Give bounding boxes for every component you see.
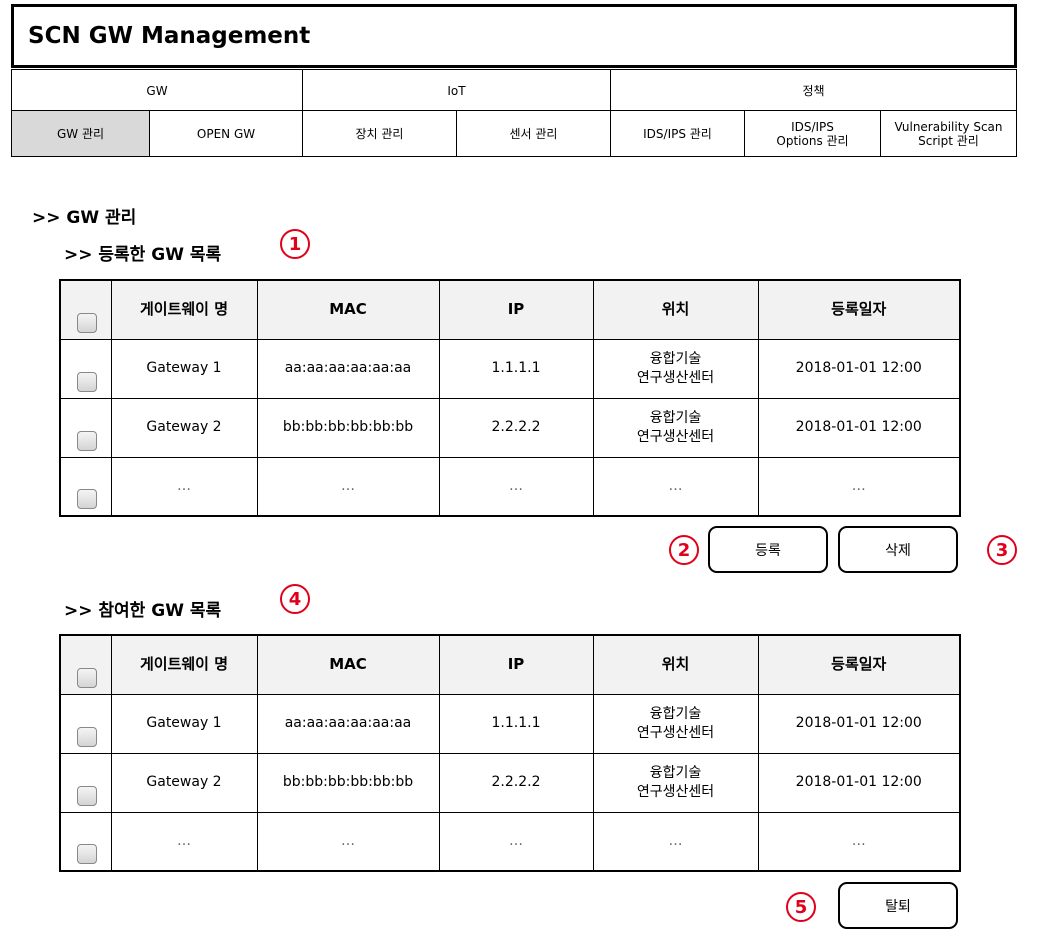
- cell-mac: aa:aa:aa:aa:aa:aa: [256, 693, 440, 754]
- nav-tab-policy[interactable]: 정책: [610, 69, 1017, 112]
- nav-tab-iot[interactable]: IoT: [302, 69, 611, 112]
- row-checkbox[interactable]: [77, 844, 97, 864]
- nav-sub-sensor-manage[interactable]: 센서 관리: [456, 110, 611, 157]
- cell-name: …: [110, 811, 258, 872]
- marker-2: 2: [669, 535, 699, 565]
- cell-name: Gateway 1: [110, 338, 258, 399]
- marker-3: 3: [987, 535, 1017, 565]
- column-header-location: 위치: [592, 634, 759, 695]
- column-header-name: 게이트웨이 명: [110, 279, 258, 340]
- cell-date: 2018-01-01 12:00: [757, 752, 961, 813]
- column-header-ip: IP: [438, 279, 594, 340]
- app-title: SCN GW Management: [11, 4, 1017, 68]
- cell-mac: …: [256, 456, 440, 517]
- nav-sub-device-manage[interactable]: 장치 관리: [302, 110, 457, 157]
- cell-ip: …: [438, 811, 594, 872]
- cell-location: 융합기술 연구생산센터: [592, 693, 759, 754]
- cell-location: 융합기술 연구생산센터: [592, 752, 759, 813]
- cell-mac: bb:bb:bb:bb:bb:bb: [256, 752, 440, 813]
- cell-date: …: [757, 811, 961, 872]
- nav-sub-ids-ips-manage[interactable]: IDS/IPS 관리: [610, 110, 745, 157]
- cell-date: 2018-01-01 12:00: [757, 397, 961, 458]
- cell-mac: bb:bb:bb:bb:bb:bb: [256, 397, 440, 458]
- column-header-mac: MAC: [256, 279, 440, 340]
- delete-button[interactable]: 삭제: [838, 526, 958, 573]
- row-checkbox[interactable]: [77, 430, 97, 451]
- row-checkbox[interactable]: [77, 726, 97, 747]
- cell-date: …: [757, 456, 961, 517]
- nav-sub-open-gw[interactable]: OPEN GW: [149, 110, 303, 157]
- cell-name: Gateway 2: [110, 752, 258, 813]
- nav-tab-gw[interactable]: GW: [11, 69, 303, 112]
- cell-location: 융합기술 연구생산센터: [592, 397, 759, 458]
- cell-name: Gateway 1: [110, 693, 258, 754]
- column-header-location: 위치: [592, 279, 759, 340]
- row-checkbox[interactable]: [77, 785, 97, 806]
- joined-gw-table: 게이트웨이 명 MAC IP 위치 등록일자 Gateway 1 aa:aa:a…: [59, 634, 961, 872]
- cell-date: 2018-01-01 12:00: [757, 338, 961, 399]
- nav-sub-vuln-scan-script[interactable]: Vulnerability Scan Script 관리: [880, 110, 1017, 157]
- table-row[interactable]: Gateway 1 aa:aa:aa:aa:aa:aa 1.1.1.1 융합기술…: [59, 693, 961, 754]
- table-row[interactable]: Gateway 2 bb:bb:bb:bb:bb:bb 2.2.2.2 융합기술…: [59, 397, 961, 458]
- cell-ip: 1.1.1.1: [438, 338, 594, 399]
- table-header-row: 게이트웨이 명 MAC IP 위치 등록일자: [59, 279, 961, 340]
- select-all-checkbox[interactable]: [77, 312, 97, 333]
- select-all-checkbox[interactable]: [77, 667, 97, 688]
- cell-ip: 2.2.2.2: [438, 752, 594, 813]
- column-header-mac: MAC: [256, 634, 440, 695]
- registered-list-heading: >> 등록한 GW 목록: [64, 245, 222, 265]
- cell-mac: …: [256, 811, 440, 872]
- nav-sub-ids-ips-options[interactable]: IDS/IPS Options 관리: [744, 110, 881, 157]
- register-button[interactable]: 등록: [708, 526, 828, 573]
- table-row[interactable]: … … … … …: [59, 456, 961, 517]
- marker-1: 1: [280, 229, 310, 259]
- column-header-ip: IP: [438, 634, 594, 695]
- column-header-date: 등록일자: [757, 634, 961, 695]
- table-header-row: 게이트웨이 명 MAC IP 위치 등록일자: [59, 634, 961, 695]
- table-row[interactable]: Gateway 1 aa:aa:aa:aa:aa:aa 1.1.1.1 융합기술…: [59, 338, 961, 399]
- marker-4: 4: [280, 584, 310, 614]
- leave-button[interactable]: 탈퇴: [838, 882, 958, 929]
- column-header-date: 등록일자: [757, 279, 961, 340]
- cell-location: …: [592, 811, 759, 872]
- column-header-name: 게이트웨이 명: [110, 634, 258, 695]
- cell-location: …: [592, 456, 759, 517]
- cell-name: …: [110, 456, 258, 517]
- main-nav: GW IoT 정책 GW 관리 OPEN GW 장치 관리 센서 관리 IDS/…: [11, 69, 1017, 157]
- cell-ip: …: [438, 456, 594, 517]
- page-heading: >> GW 관리: [32, 208, 137, 228]
- cell-location: 융합기술 연구생산센터: [592, 338, 759, 399]
- registered-gw-table: 게이트웨이 명 MAC IP 위치 등록일자 Gateway 1 aa:aa:a…: [59, 279, 961, 517]
- cell-name: Gateway 2: [110, 397, 258, 458]
- cell-ip: 1.1.1.1: [438, 693, 594, 754]
- cell-date: 2018-01-01 12:00: [757, 693, 961, 754]
- cell-ip: 2.2.2.2: [438, 397, 594, 458]
- table-row[interactable]: … … … … …: [59, 811, 961, 872]
- row-checkbox[interactable]: [77, 489, 97, 509]
- table-row[interactable]: Gateway 2 bb:bb:bb:bb:bb:bb 2.2.2.2 융합기술…: [59, 752, 961, 813]
- joined-list-heading: >> 참여한 GW 목록: [64, 601, 222, 621]
- row-checkbox[interactable]: [77, 371, 97, 392]
- cell-mac: aa:aa:aa:aa:aa:aa: [256, 338, 440, 399]
- nav-sub-gw-manage[interactable]: GW 관리: [11, 110, 150, 157]
- marker-5: 5: [786, 892, 816, 922]
